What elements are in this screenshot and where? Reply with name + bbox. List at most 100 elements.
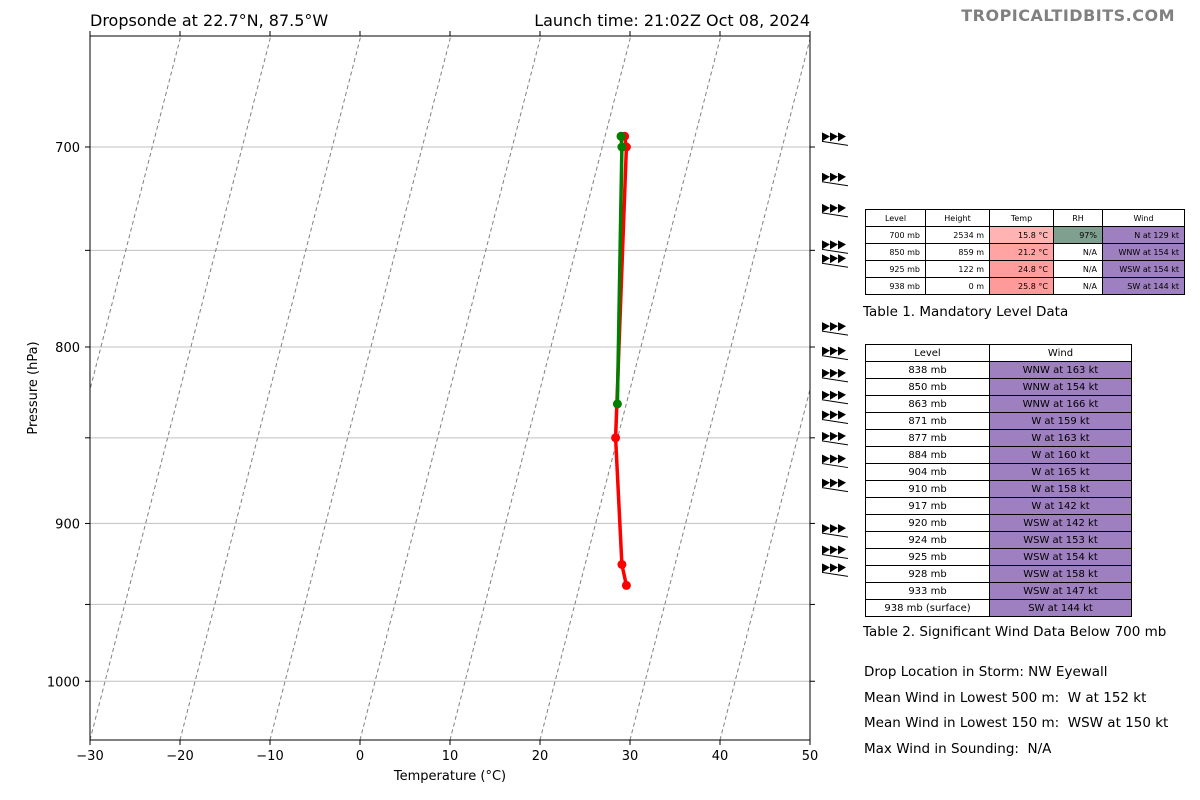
table-cell: 871 mb [865, 412, 990, 430]
table-cell: W at 142 kt [989, 497, 1132, 515]
table-cell: W at 165 kt [989, 463, 1132, 481]
table2-caption: Table 2. Significant Wind Data Below 700… [863, 624, 1167, 640]
barb-pennant [838, 454, 846, 464]
barb-pennant [838, 346, 846, 356]
table-row: 904 mb W at 165 kt [865, 463, 1132, 481]
plot-frame [89, 35, 811, 741]
table-cell: 920 mb [865, 514, 990, 532]
barb-pennant [830, 322, 838, 332]
table-cell: 917 mb [865, 497, 990, 515]
barb-pennant [830, 172, 838, 182]
table-cell: 925 mb [865, 260, 926, 278]
barb-pennant [838, 172, 846, 182]
column-header: Level [865, 209, 926, 227]
isotherm-line [90, 36, 272, 740]
table-row: 925 mb WSW at 154 kt [865, 548, 1132, 566]
table-cell: 877 mb [865, 429, 990, 447]
barb-shaft [821, 487, 849, 493]
table-cell: WNW at 166 kt [989, 395, 1132, 413]
table-cell: 884 mb [865, 446, 990, 464]
barb-pennant [830, 563, 838, 573]
barb-pennant [822, 431, 830, 441]
table-cell: 933 mb [865, 582, 990, 600]
table-cell: WSW at 154 kt [1102, 260, 1185, 278]
table-cell: WSW at 154 kt [989, 548, 1132, 566]
barb-pennant [838, 203, 846, 213]
column-header: Wind [1102, 209, 1185, 227]
table-cell: 24.8 °C [989, 260, 1054, 278]
mandatory-level-table: Level Height Temp RH Wind 700 mb 2534 m 15… [865, 209, 1185, 295]
barb-pennant [822, 454, 830, 464]
temperature-point [617, 559, 627, 569]
wind-barb [821, 390, 849, 405]
table-header-row: Level Height Temp RH Wind [865, 209, 1185, 227]
wind-barb [821, 545, 849, 559]
x-tick-label: 20 [532, 749, 549, 764]
barb-pennant [822, 478, 830, 488]
table-cell: 25.8 °C [989, 277, 1054, 295]
barb-pennant [838, 545, 846, 555]
wind-barb [821, 454, 849, 469]
barb-shaft [821, 248, 849, 254]
max-wind-text: Max Wind in Sounding: N/A [864, 741, 1052, 757]
barb-pennant [838, 390, 846, 400]
wind-barb [821, 203, 849, 218]
barb-shaft [821, 463, 849, 469]
launch-time-title: Launch time: 21:02Z Oct 08, 2024 [534, 11, 810, 30]
sounding-profiles [611, 131, 631, 590]
barb-pennant [830, 410, 838, 420]
x-tick-label: 0 [356, 749, 364, 764]
wind-barb [821, 368, 849, 383]
table-cell: 122 m [925, 260, 990, 278]
barb-shaft [821, 330, 849, 336]
table-cell: 863 mb [865, 395, 990, 413]
isotherm-line [719, 387, 810, 740]
barb-pennant [830, 254, 838, 264]
table-row: 910 mb W at 158 kt [865, 480, 1132, 498]
table-cell: WSW at 153 kt [989, 531, 1132, 549]
table-cell: 925 mb [865, 548, 990, 566]
wind-barb [821, 240, 849, 254]
barb-pennant [838, 431, 846, 441]
barb-pennant [822, 410, 830, 420]
y-axis-label: Pressure (hPa) [26, 341, 41, 434]
column-header: Temp [989, 209, 1054, 227]
barb-pennant [838, 563, 846, 573]
table-cell: 21.2 °C [989, 243, 1054, 261]
x-tick-label: 10 [442, 749, 459, 764]
y-tick-label: 800 [55, 341, 80, 356]
column-header: Height [925, 209, 990, 227]
barb-shaft [821, 399, 849, 405]
table-row: 871 mb W at 159 kt [865, 412, 1132, 430]
table-cell: 924 mb [865, 531, 990, 549]
sounding-location-title: Dropsonde at 22.7°N, 87.5°W [90, 11, 329, 30]
table-cell: N/A [1053, 243, 1103, 261]
table-row: 938 mb (surface) SW at 144 kt [865, 599, 1132, 617]
table-header-row: Level Wind [865, 344, 1132, 362]
table-row: 917 mb W at 142 kt [865, 497, 1132, 515]
table-row: 863 mb WNW at 166 kt [865, 395, 1132, 413]
y-tick-label: 900 [55, 517, 80, 532]
table-cell: 850 mb [865, 243, 926, 261]
table1-caption: Table 1. Mandatory Level Data [863, 304, 1069, 320]
isotherm-line [539, 36, 722, 740]
barb-shaft [821, 440, 849, 446]
barb-pennant [822, 172, 830, 182]
wind-barb [821, 563, 849, 577]
wind-barb [821, 431, 849, 446]
barb-shaft [821, 181, 849, 187]
pressure-gridlines [90, 146, 810, 682]
table-row: 850 mb 859 m 21.2 °C N/A WNW at 154 kt [865, 243, 1185, 261]
column-header: Level [865, 344, 990, 362]
x-tick-label: 50 [802, 749, 819, 764]
y-tick-label: 1000 [47, 675, 80, 690]
isotherm-line [179, 36, 362, 740]
table-cell: WNW at 154 kt [989, 378, 1132, 396]
mean-wind-500m-text: Mean Wind in Lowest 500 m: W at 152 kt [864, 690, 1147, 706]
y-tick-label: 700 [55, 141, 80, 156]
table-row: 924 mb WSW at 153 kt [865, 531, 1132, 549]
isotherm-line [359, 36, 542, 740]
table-row: 920 mb WSW at 142 kt [865, 514, 1132, 532]
barb-pennant [822, 132, 830, 142]
table-row: 933 mb WSW at 147 kt [865, 582, 1132, 600]
